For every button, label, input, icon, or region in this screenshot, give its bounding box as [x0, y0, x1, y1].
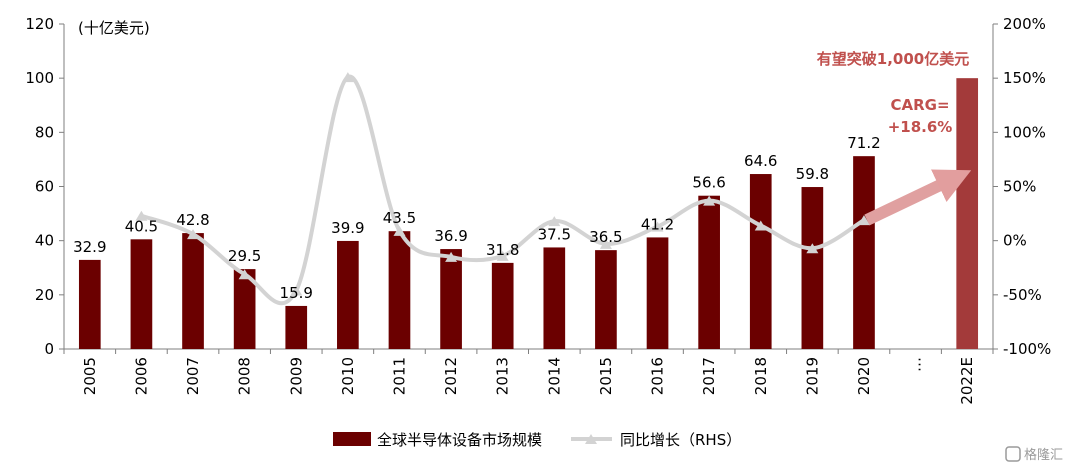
growth-point-marker: [651, 221, 664, 232]
bar: [440, 249, 462, 349]
bar: [595, 250, 617, 349]
bar-data-label: 71.2: [847, 134, 880, 152]
left-tick-label: 80: [35, 123, 54, 141]
bar-data-label: 41.2: [641, 215, 674, 233]
legend-line-marker: [585, 434, 597, 444]
bar: [749, 174, 772, 349]
bar-data-label: 32.9: [73, 238, 106, 256]
bar: [388, 231, 411, 349]
bar: [801, 187, 824, 349]
right-tick-label: -50%: [1003, 286, 1042, 304]
left-tick-label: 0: [44, 340, 54, 358]
bar-data-label: 56.6: [692, 174, 725, 192]
x-tick-label: 2020: [855, 357, 873, 395]
x-tick-label: 2011: [390, 357, 408, 395]
right-tick-label: 200%: [1003, 15, 1046, 33]
x-tick-label: 2010: [339, 357, 357, 395]
x-tick-label: 2013: [494, 357, 512, 395]
x-tick-label: 2017: [700, 357, 718, 395]
growth-point-marker: [754, 220, 767, 231]
left-tick-label: 20: [35, 286, 54, 304]
bar: [285, 305, 308, 349]
x-tick-label: 2005: [81, 357, 99, 395]
left-tick-label: 60: [35, 178, 54, 196]
left-tick-label: 120: [25, 15, 54, 33]
bar-series: [78, 78, 979, 350]
bar: [646, 237, 669, 349]
growth-point-marker: [857, 215, 870, 226]
x-tick-label: 2007: [184, 357, 202, 395]
data-labels: 32.9 40.5 42.8 29.5 15.9 39.9 43.5 36.9 31.8 37.5…: [73, 134, 881, 302]
left-tick-label: 100: [25, 69, 54, 87]
legend-bar-label: 全球半导体设备市场规模: [377, 431, 542, 449]
bar-data-label: 36.5: [589, 228, 622, 246]
growth-point-marker: [135, 210, 148, 221]
right-tick-label: 50%: [1003, 178, 1036, 196]
bar-data-label: 36.9: [434, 227, 467, 245]
right-tick-label: 0%: [1003, 232, 1027, 250]
x-tick-label: 2022E: [958, 357, 976, 405]
x-tick-label: 2012: [442, 357, 460, 395]
growth-point-marker: [238, 269, 251, 280]
watermark-text: 格隆汇: [1024, 447, 1063, 463]
left-tick-label: 40: [35, 232, 54, 250]
growth-point-marker: [806, 243, 819, 254]
growth-point-marker: [445, 251, 458, 262]
bar: [491, 262, 514, 349]
bar-data-label: 37.5: [538, 225, 571, 243]
x-tick-label: 2006: [132, 357, 150, 395]
x-tick-label: …: [907, 357, 925, 372]
growth-point-marker: [341, 72, 354, 83]
bar: [698, 195, 720, 349]
x-tick-label: 2008: [236, 357, 254, 395]
x-tick-label: 2015: [597, 357, 615, 395]
x-tick-label: 2016: [649, 357, 667, 395]
bar: [78, 259, 101, 349]
bar: [956, 78, 979, 350]
bar: [337, 240, 359, 349]
legend: 全球半导体设备市场规模 同比增长（RHS）: [333, 431, 741, 449]
bar-data-label: 59.8: [796, 165, 829, 183]
growth-line-series: [135, 72, 870, 306]
bar-data-label: 31.8: [486, 241, 519, 259]
growth-point-marker: [703, 195, 716, 206]
annotations: 有望突破1,000亿美元 CARG= +18.6%: [817, 50, 972, 226]
right-tick-label: 100%: [1003, 123, 1046, 141]
cagr-annotation-line2: +18.6%: [888, 118, 953, 136]
bar: [182, 233, 204, 349]
bar-data-label: 29.5: [228, 247, 261, 265]
bar-data-label: 15.9: [280, 284, 313, 302]
legend-bar-swatch: [333, 432, 371, 446]
bar: [233, 269, 256, 349]
bar-data-label: 40.5: [125, 217, 158, 235]
growth-point-marker: [393, 225, 406, 236]
legend-line-label: 同比增长（RHS）: [620, 431, 741, 449]
target-annotation: 有望突破1,000亿美元: [817, 50, 969, 68]
right-tick-label: -100%: [1003, 340, 1051, 358]
x-tick-label: 2014: [545, 357, 563, 395]
x-tick-label: 2019: [803, 357, 821, 395]
right-tick-label: 150%: [1003, 69, 1046, 87]
growth-point-marker: [187, 229, 200, 240]
x-tick-label: 2018: [752, 357, 770, 395]
axes: 0 20 40 60 80 100 120 -100% -50% 0% 50% 100% 150% 200…: [25, 15, 1051, 405]
growth-point-marker: [548, 216, 561, 227]
growth-point-marker: [496, 250, 509, 261]
x-tick-label: 2009: [287, 357, 305, 395]
growth-point-marker: [290, 285, 303, 296]
bar: [130, 239, 153, 349]
bar-data-label: 43.5: [383, 209, 416, 227]
watermark: 格隆汇: [1005, 446, 1063, 463]
bar-data-label: 42.8: [176, 211, 209, 229]
watermark-logo-icon: [1005, 446, 1021, 462]
bar: [853, 156, 875, 349]
growth-point-marker: [599, 238, 612, 249]
bar-data-label: 39.9: [331, 219, 364, 237]
bar: [543, 247, 566, 349]
unit-label: (十亿美元): [78, 19, 150, 37]
bar-data-label: 64.6: [744, 152, 777, 170]
cagr-annotation-line1: CARG=: [890, 96, 949, 114]
growth-arrow: [864, 169, 972, 226]
